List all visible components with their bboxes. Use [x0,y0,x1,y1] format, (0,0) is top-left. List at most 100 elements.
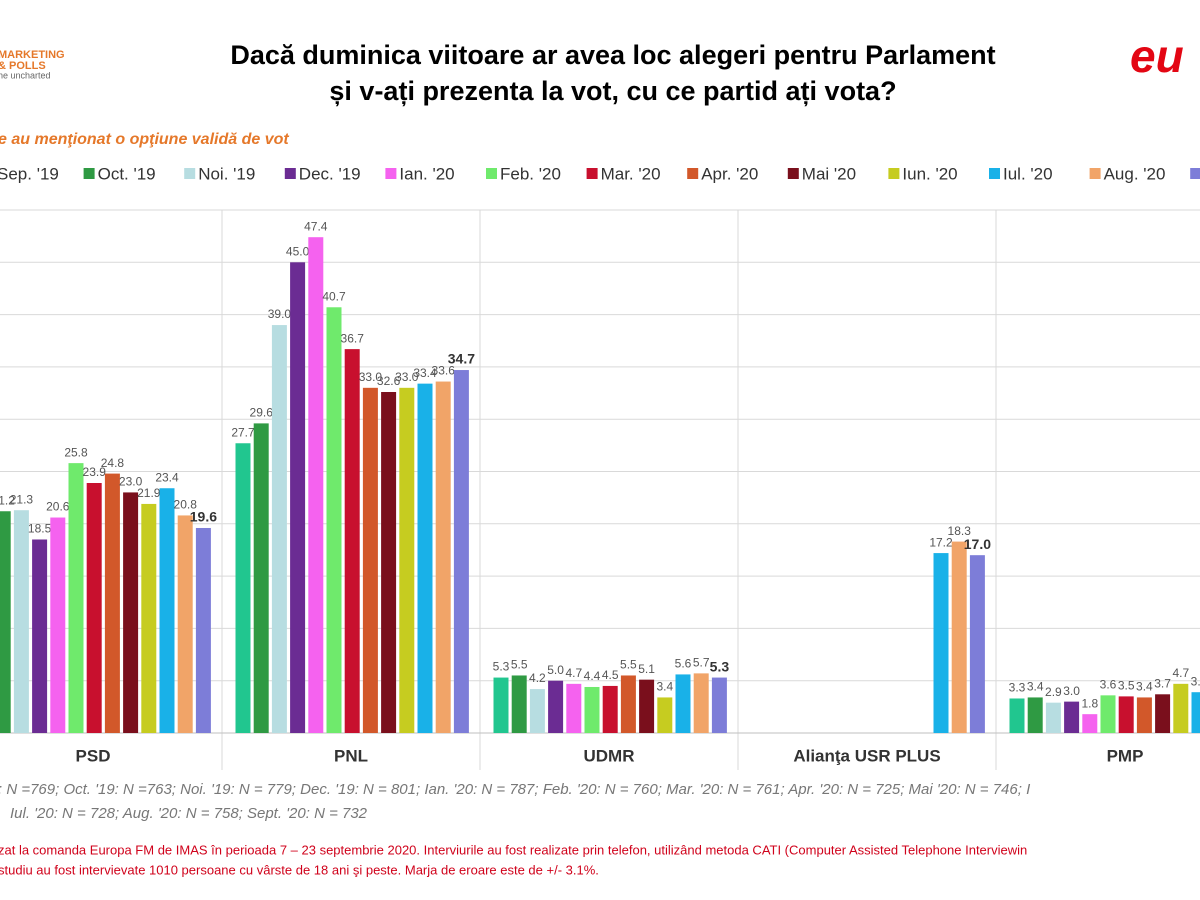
value-label: 25.8 [64,445,88,459]
bar [141,503,157,733]
value-label: 4.7 [1172,666,1189,680]
value-label: 4.7 [565,666,582,680]
logo-text: MARKETING [0,49,65,61]
bar [1191,692,1200,733]
value-label: 21.2 [0,493,15,507]
bar [548,680,564,733]
bar [253,423,269,733]
value-label: 17.2 [929,535,953,549]
value-label: 34.7 [448,351,475,367]
legend-swatch [687,168,699,179]
legend-label: Iun. '20 [902,164,957,183]
legend-label: Dec. '19 [299,164,361,183]
value-label: 24.8 [101,456,125,470]
value-label: 5.1 [638,662,655,676]
value-label: 3.6 [1100,678,1117,692]
legend-swatch [787,168,799,179]
value-label: 3.4 [656,680,673,694]
legend-label: Aug. '20 [1104,164,1166,183]
x-tick-label: PSD [76,746,111,765]
legend-swatch [888,168,900,179]
value-label: 3.4 [1027,680,1044,694]
value-label: 23.0 [119,475,143,489]
bar [969,555,985,733]
value-label: 3.3 [1009,681,1026,695]
value-label: 23.9 [83,465,107,479]
value-label: 19.6 [190,509,217,525]
value-label: 33.4 [413,366,437,380]
footnote: : N =769; Oct. '19: N =763; Noi. '19: N … [0,781,1030,798]
value-label: 18.3 [948,524,972,538]
legend-swatch [486,168,497,179]
x-tick-label: PMP [1107,746,1144,765]
legend-swatch [284,168,296,179]
bar [13,510,29,733]
value-label: 33.0 [359,370,383,384]
bar [0,511,11,733]
value-label: 29.6 [250,406,274,420]
bar [711,677,727,733]
value-label: 4.4 [584,669,601,683]
value-label: 5.5 [620,658,637,672]
legend-label: Sep. '19 [0,164,59,183]
x-tick-label: Alianţa USR PLUS [793,746,940,765]
bar [177,515,193,733]
x-tick-label: UDMR [584,746,635,765]
logo-text: & POLLS [0,60,46,72]
bar [1100,695,1116,733]
legend-label: Feb. '20 [500,164,561,183]
bar [104,473,120,733]
bar [1173,683,1189,733]
bar [1136,697,1152,733]
bar [344,349,360,733]
bar [566,683,582,733]
value-label: 17.0 [964,536,991,552]
legend-label: Mar. '20 [601,164,661,183]
bar [159,488,175,733]
logo-text: he uncharted [0,70,51,80]
legend-swatch [83,168,95,179]
bar [511,675,527,733]
chart-title: Dacă duminica viitoare ar avea loc alege… [230,40,995,70]
bar [675,674,691,733]
legend-label: Oct. '19 [98,164,156,183]
value-label: 5.5 [511,658,528,672]
bar [493,677,509,733]
value-label: 47.4 [304,219,328,233]
value-label: 20.8 [174,498,198,512]
value-label: 27.7 [231,425,255,439]
chart-subtitle: e au menţionat o opţiune validă de vot [0,131,289,148]
value-label: 32.6 [377,374,401,388]
bar [951,541,967,733]
bar [1118,696,1134,733]
legend-label: Apr. '20 [701,164,758,183]
legend-swatch [385,168,397,179]
legend-label: Noi. '19 [198,164,255,183]
bar [584,686,600,733]
bar [32,539,48,733]
legend-label: Mai '20 [802,164,856,183]
logo-text: eu [1130,30,1184,82]
legend-swatch [989,168,1000,179]
bar [639,679,655,733]
value-label: 1.8 [1081,696,1098,710]
bar [1064,701,1080,733]
value-label: 45.0 [286,244,310,258]
value-label: 3.9 [1191,674,1200,688]
bar [399,387,415,733]
value-label: 39.0 [268,307,292,321]
legend-swatch [586,168,598,179]
bar [529,689,545,733]
value-label: 3.5 [1118,679,1135,693]
value-label: 3.4 [1136,680,1153,694]
value-label: 4.2 [529,671,546,685]
value-label: 40.7 [322,289,346,303]
bar [1027,697,1043,733]
bar [290,262,306,733]
legend-label: Ian. '20 [399,164,454,183]
value-label: 5.7 [693,656,710,670]
legend-label: Iul. '20 [1003,164,1053,183]
value-label: 3.7 [1154,676,1171,690]
footnote: Iul. '20: N = 728; Aug. '20: N = 758; Se… [10,805,368,822]
